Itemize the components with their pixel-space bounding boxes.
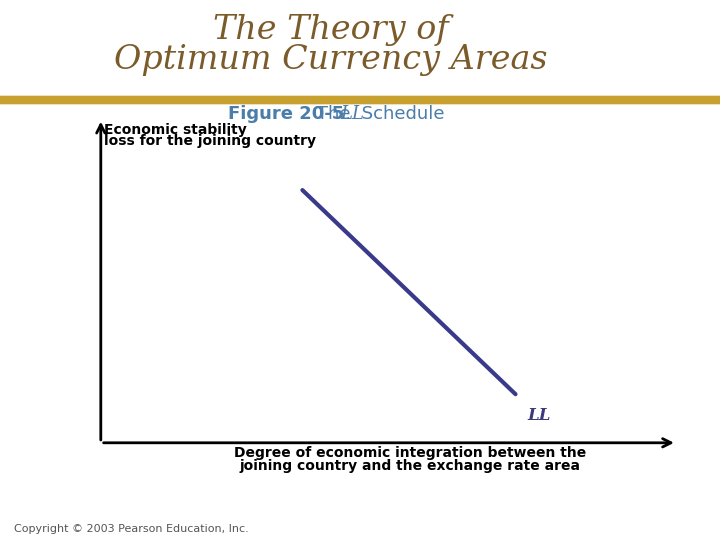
Text: : The: : The [305, 105, 356, 124]
Text: loss for the joining country: loss for the joining country [104, 134, 316, 149]
Text: LL: LL [340, 105, 364, 124]
Text: Economic stability: Economic stability [104, 123, 247, 137]
Text: Optimum Currency Areas: Optimum Currency Areas [114, 44, 548, 77]
Text: Schedule: Schedule [356, 105, 444, 124]
Text: Figure 20-5: Figure 20-5 [228, 105, 343, 124]
Text: joining country and the exchange rate area: joining country and the exchange rate ar… [240, 459, 581, 473]
Text: Copyright © 2003 Pearson Education, Inc.: Copyright © 2003 Pearson Education, Inc. [14, 523, 249, 534]
Text: Degree of economic integration between the: Degree of economic integration between t… [234, 446, 587, 460]
Text: The Theory of: The Theory of [213, 14, 449, 46]
Text: LL: LL [527, 407, 551, 424]
